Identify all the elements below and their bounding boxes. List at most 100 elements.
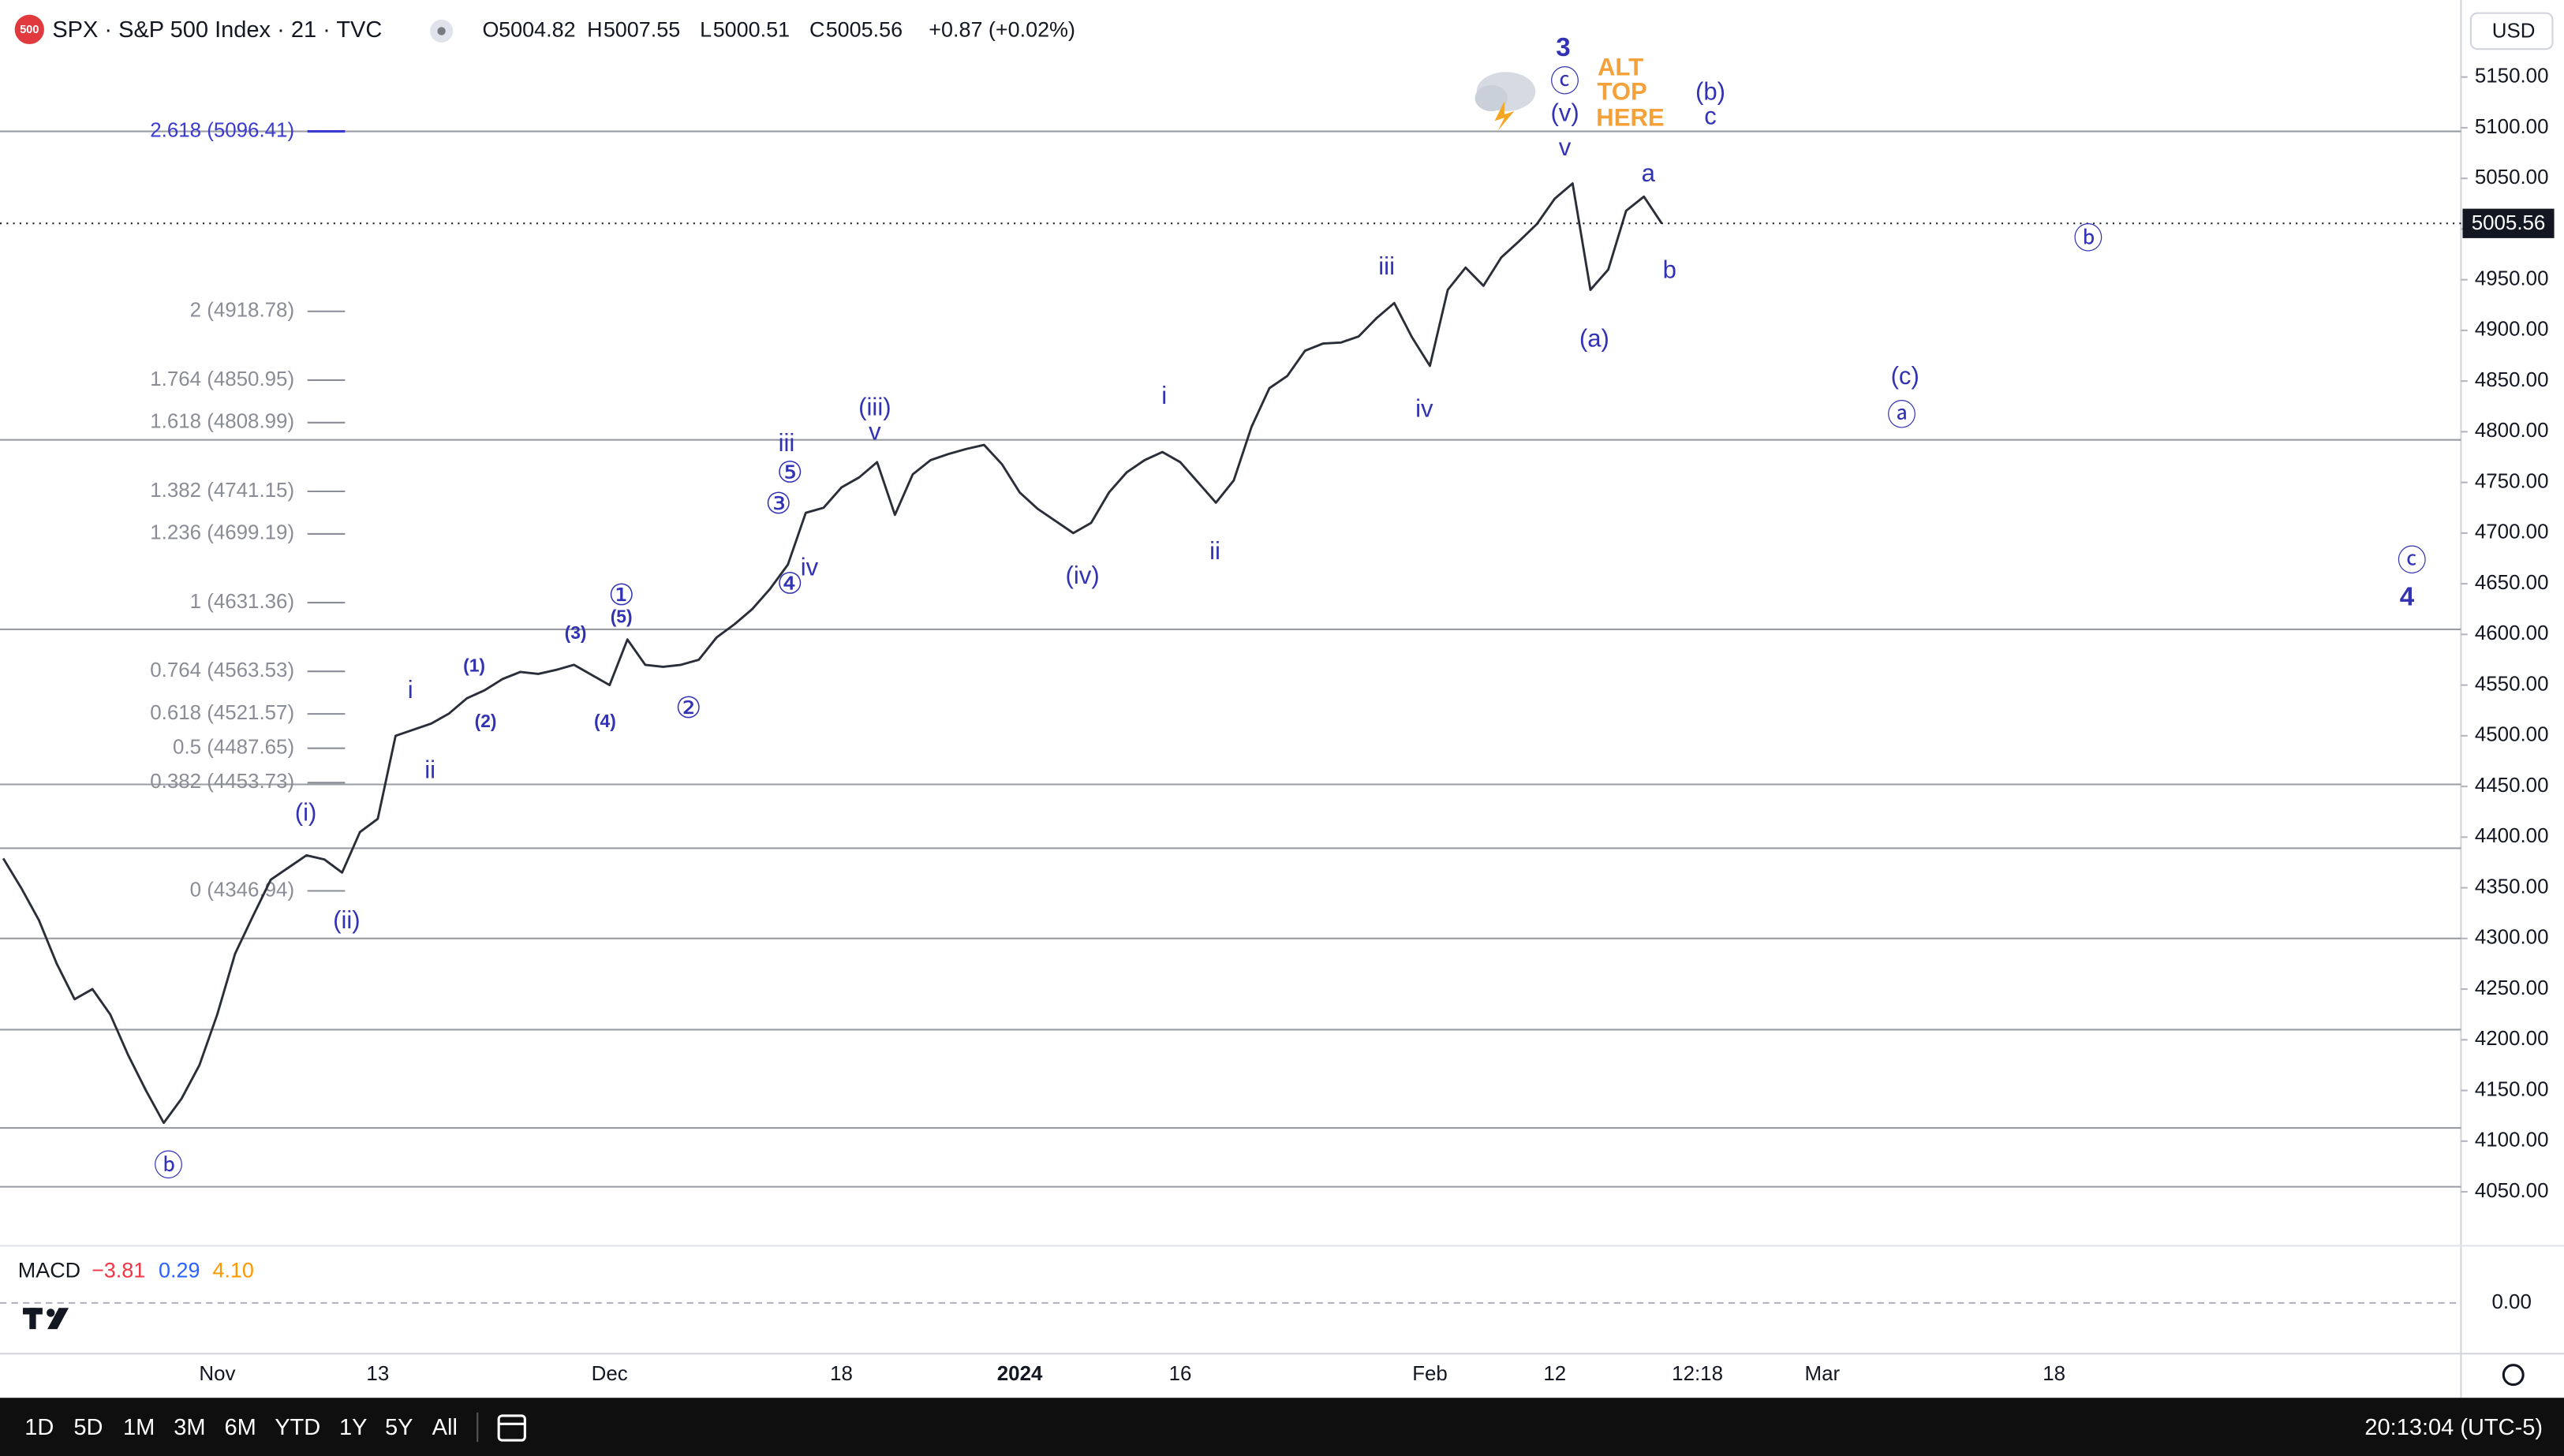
x-tick-label: Dec: [592, 1363, 628, 1385]
x-tick-label: 18: [830, 1363, 853, 1385]
x-tick-label: 2024: [997, 1363, 1043, 1385]
wave-label: i: [408, 676, 413, 704]
fib-label: 0.618 (4521.57): [150, 702, 294, 724]
wave-label: 4: [2400, 582, 2415, 611]
y-tick-label: 4700.00: [2475, 521, 2549, 543]
wave-label: (iv): [1066, 562, 1100, 589]
y-tick-label: 4850.00: [2475, 369, 2549, 391]
fib-label: 1.764 (4850.95): [150, 368, 294, 390]
wave-label: (4): [594, 711, 616, 731]
y-tick-label: 4050.00: [2475, 1180, 2549, 1202]
range-button[interactable]: 3M: [174, 1415, 205, 1440]
macd-value: −3.81: [92, 1259, 145, 1282]
range-button[interactable]: 1Y: [339, 1415, 367, 1440]
y-tick-label: 4250.00: [2475, 977, 2549, 999]
last-price-tag: [2462, 208, 2555, 238]
y-tick-label: 4650.00: [2475, 572, 2549, 594]
y-tick-label: 4900.00: [2475, 319, 2549, 341]
wave-label: ⓑ: [154, 1148, 183, 1182]
logo: [14, 14, 44, 44]
wave-label: ⓑ: [2073, 221, 2102, 256]
x-tick-label: 18: [2043, 1363, 2065, 1385]
wave-label: ⓐ: [1887, 398, 1916, 432]
y-tick-label: 4550.00: [2475, 673, 2549, 695]
fib-label: 0.764 (4563.53): [150, 659, 294, 681]
range-button[interactable]: 6M: [225, 1415, 256, 1440]
logo-text: 500: [20, 24, 39, 36]
wave-label: (b): [1695, 77, 1725, 105]
range-button[interactable]: All: [432, 1415, 458, 1440]
currency-button[interactable]: [2469, 12, 2554, 50]
macd-tick-label: 0.00: [2491, 1291, 2531, 1313]
y-tick-label: 4300.00: [2475, 927, 2549, 949]
tv-logo: [23, 1308, 69, 1330]
range-button[interactable]: 1M: [123, 1415, 155, 1440]
last-price-label: 5005.56: [2472, 212, 2546, 234]
wave-label: ii: [424, 756, 435, 784]
fib-label: 2.618 (5096.41): [150, 119, 294, 141]
x-tick-label: Feb: [1412, 1363, 1448, 1385]
y-tick-label: 4150.00: [2475, 1078, 2549, 1100]
y-tick-label: 4500.00: [2475, 724, 2549, 746]
x-tick-label: 16: [1169, 1363, 1192, 1385]
wave-label: ③: [765, 486, 791, 521]
fib-label: 0.382 (4453.73): [150, 771, 294, 793]
fib-label: 0 (4346.94): [190, 879, 294, 901]
range-button[interactable]: 5D: [73, 1415, 103, 1440]
wave-label: ii: [1209, 537, 1220, 565]
y-tick-label: 4450.00: [2475, 775, 2549, 797]
macd-value: 0.29: [159, 1259, 200, 1282]
wave-label: ⓒ: [2398, 543, 2427, 578]
wave-label: ALT: [1598, 53, 1643, 80]
wave-label: c: [1704, 102, 1717, 129]
fib-label: 1.618 (4808.99): [150, 411, 294, 433]
clock: 20:13:04 (UTC-5): [2364, 1415, 2543, 1440]
wave-label: (2): [475, 711, 497, 731]
change: +0.87 (+0.02%): [929, 18, 1075, 42]
macd-title: MACD: [18, 1259, 80, 1282]
date-range-button[interactable]: [497, 1414, 526, 1442]
wave-label: iv: [801, 554, 819, 581]
y-tick-label: 5050.00: [2475, 166, 2549, 189]
fib-label: 0.5 (4487.65): [173, 737, 294, 759]
wave-label: iii: [779, 429, 795, 457]
wave-label: ④: [776, 566, 802, 601]
y-tick-label: 4350.00: [2475, 875, 2549, 898]
y-tick-label: 5100.00: [2475, 116, 2549, 138]
wave-label: v: [1559, 133, 1572, 161]
wave-label: (1): [463, 655, 485, 676]
wave-label: (3): [565, 622, 587, 643]
y-tick-label: 4750.00: [2475, 470, 2549, 492]
wave-label: 3: [1556, 33, 1570, 62]
wave-label: (iii): [858, 393, 891, 420]
settings-button[interactable]: [2502, 1364, 2525, 1387]
ohlc-value: 5007.55: [604, 18, 680, 42]
x-tick-label: Mar: [1805, 1363, 1841, 1385]
wave-label: (v): [1550, 99, 1579, 126]
x-tick-label: Nov: [199, 1363, 235, 1385]
wave-label: ②: [675, 690, 701, 725]
range-button[interactable]: 5Y: [385, 1415, 413, 1440]
wave-label: a: [1642, 159, 1656, 187]
toolbar: [0, 1398, 2564, 1456]
fib-label: 2 (4918.78): [190, 300, 294, 322]
macd-value: 4.10: [212, 1259, 253, 1282]
wave-label: (a): [1579, 324, 1609, 352]
ohlc-value: 5000.51: [713, 18, 790, 42]
price-line: [2, 182, 1663, 1125]
range-button[interactable]: YTD: [275, 1415, 320, 1440]
fib-label: 1 (4631.36): [190, 591, 294, 613]
wave-label: b: [1663, 256, 1676, 283]
range-button[interactable]: 1D: [24, 1415, 54, 1440]
fib-label: 1.382 (4741.15): [150, 480, 294, 502]
y-tick-label: 4400.00: [2475, 825, 2549, 847]
y-tick-label: 4200.00: [2475, 1028, 2549, 1050]
wave-label: ①: [608, 577, 634, 612]
wave-label: iv: [1415, 394, 1433, 422]
x-tick-label: 12: [1543, 1363, 1566, 1385]
wave-label: (i): [295, 798, 317, 826]
symbol[interactable]: SPX · S&P 500 Index · 21 · TVC: [52, 17, 382, 43]
y-tick-label: 5150.00: [2475, 65, 2549, 88]
